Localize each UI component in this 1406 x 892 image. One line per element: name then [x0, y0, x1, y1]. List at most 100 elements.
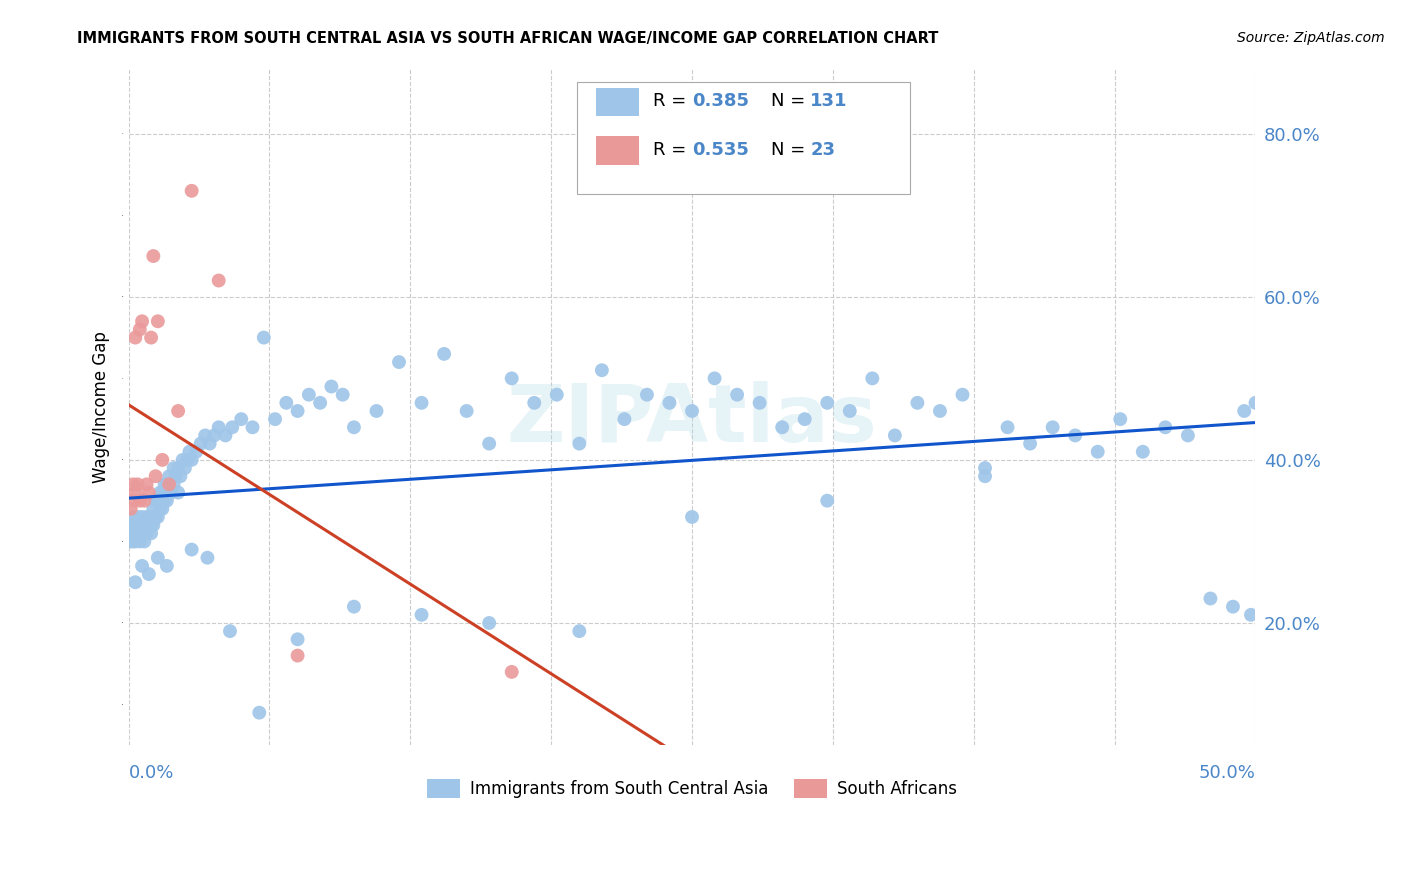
- Point: [122, 534, 145, 549]
- Point: [1064, 428, 1087, 442]
- Point: [142, 501, 165, 516]
- Point: [298, 387, 321, 401]
- Point: [186, 444, 208, 458]
- Point: [134, 534, 156, 549]
- Point: [287, 648, 309, 663]
- Point: [343, 599, 366, 614]
- Point: [636, 387, 658, 401]
- Point: [145, 493, 167, 508]
- Point: [770, 420, 793, 434]
- Text: N =: N =: [770, 141, 811, 159]
- Point: [153, 493, 176, 508]
- Point: [120, 501, 142, 516]
- Point: [952, 387, 974, 401]
- Point: [135, 526, 157, 541]
- Point: [214, 428, 236, 442]
- Point: [1233, 404, 1256, 418]
- Point: [523, 396, 546, 410]
- Point: [180, 453, 202, 467]
- Point: [120, 534, 142, 549]
- Text: Source: ZipAtlas.com: Source: ZipAtlas.com: [1237, 31, 1385, 45]
- Point: [433, 347, 456, 361]
- Point: [456, 404, 478, 418]
- Point: [131, 526, 153, 541]
- Text: 131: 131: [810, 92, 848, 110]
- Point: [145, 469, 167, 483]
- Point: [815, 396, 838, 410]
- Point: [138, 510, 160, 524]
- Point: [287, 632, 309, 647]
- Point: [124, 518, 146, 533]
- Point: [150, 501, 173, 516]
- Point: [501, 371, 523, 385]
- Point: [997, 420, 1019, 434]
- Point: [162, 461, 184, 475]
- Point: [613, 412, 636, 426]
- Point: [131, 518, 153, 533]
- Point: [157, 469, 180, 483]
- Point: [139, 330, 162, 344]
- Point: [122, 493, 145, 508]
- Point: [138, 567, 160, 582]
- Point: [124, 534, 146, 549]
- Point: [1132, 444, 1154, 458]
- Point: [174, 461, 197, 475]
- Point: [139, 526, 162, 541]
- Point: [1154, 420, 1177, 434]
- Point: [202, 428, 225, 442]
- Point: [1244, 396, 1267, 410]
- Point: [591, 363, 613, 377]
- Point: [165, 469, 187, 483]
- Point: [139, 518, 162, 533]
- Text: R =: R =: [652, 92, 692, 110]
- Point: [124, 575, 146, 590]
- Point: [242, 420, 264, 434]
- Text: N =: N =: [770, 92, 811, 110]
- Text: 0.535: 0.535: [692, 141, 749, 159]
- Point: [138, 485, 160, 500]
- FancyBboxPatch shape: [596, 87, 640, 116]
- Point: [122, 510, 145, 524]
- Point: [411, 607, 433, 622]
- Point: [219, 624, 242, 639]
- Point: [748, 396, 770, 410]
- Point: [146, 550, 169, 565]
- Point: [332, 387, 354, 401]
- Point: [139, 510, 162, 524]
- Point: [138, 518, 160, 533]
- Point: [146, 493, 169, 508]
- Point: [128, 534, 150, 549]
- Point: [134, 518, 156, 533]
- Text: 23: 23: [810, 141, 835, 159]
- Point: [264, 412, 287, 426]
- Point: [120, 526, 142, 541]
- Point: [478, 615, 501, 630]
- Point: [190, 436, 212, 450]
- Point: [197, 550, 219, 565]
- Text: IMMIGRANTS FROM SOUTH CENTRAL ASIA VS SOUTH AFRICAN WAGE/INCOME GAP CORRELATION : IMMIGRANTS FROM SOUTH CENTRAL ASIA VS SO…: [77, 31, 939, 46]
- Point: [149, 485, 172, 500]
- Point: [703, 371, 725, 385]
- Point: [127, 477, 149, 491]
- Point: [135, 518, 157, 533]
- Point: [253, 330, 276, 344]
- Legend: Immigrants from South Central Asia, South Africans: Immigrants from South Central Asia, Sout…: [420, 772, 963, 805]
- Point: [658, 396, 681, 410]
- Text: 50.0%: 50.0%: [1199, 764, 1256, 782]
- Point: [156, 493, 179, 508]
- Point: [180, 542, 202, 557]
- Point: [135, 510, 157, 524]
- Point: [120, 518, 142, 533]
- Point: [568, 624, 591, 639]
- Point: [146, 314, 169, 328]
- Point: [231, 412, 253, 426]
- Point: [974, 461, 997, 475]
- Point: [145, 510, 167, 524]
- Point: [681, 510, 703, 524]
- Point: [343, 420, 366, 434]
- Point: [142, 249, 165, 263]
- Point: [150, 485, 173, 500]
- Point: [838, 404, 860, 418]
- FancyBboxPatch shape: [596, 136, 640, 165]
- Point: [131, 314, 153, 328]
